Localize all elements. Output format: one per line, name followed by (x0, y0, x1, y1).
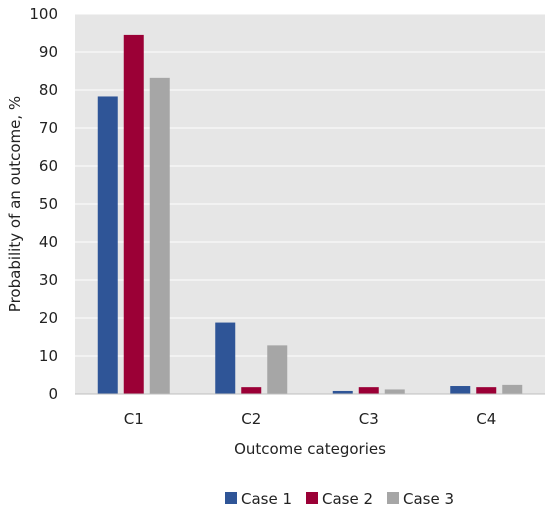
x-tick-label: C3 (359, 410, 379, 428)
y-tick-label: 100 (29, 5, 58, 23)
legend-swatch-series-1 (225, 492, 237, 504)
y-tick-label: 50 (39, 195, 58, 213)
y-tick-label: 70 (39, 119, 58, 137)
legend-swatch-series-2 (306, 492, 318, 504)
y-axis-title: Probability of an outcome, % (6, 96, 24, 312)
legend-swatch-series-3 (387, 492, 399, 504)
legend-label: Case 1 (241, 490, 292, 508)
y-tick-label: 60 (39, 157, 58, 175)
bar-C4-series-1 (450, 386, 471, 394)
y-tick-label: 0 (48, 385, 58, 403)
x-tick-label: C4 (476, 410, 496, 428)
x-axis-ticks: C1 C2 C3 C4 (124, 410, 497, 428)
bar-C3-series-2 (358, 387, 379, 394)
bar-C4-series-3 (502, 384, 523, 394)
bar-C1-series-2 (123, 34, 144, 395)
bar-C4-series-2 (476, 387, 497, 394)
y-axis-ticks: 0 10 20 30 40 50 60 70 80 90 100 (29, 5, 58, 403)
legend-label: Case 3 (403, 490, 454, 508)
bar-C3-series-1 (332, 390, 353, 394)
x-axis-title: Outcome categories (234, 440, 386, 458)
y-tick-label: 80 (39, 81, 58, 99)
bar-C2-series-3 (267, 345, 288, 394)
y-tick-label: 10 (39, 347, 58, 365)
bar-C2-series-2 (241, 387, 262, 394)
bar-C1-series-3 (149, 77, 170, 394)
bars (97, 34, 523, 395)
bar-C3-series-3 (384, 389, 405, 394)
y-tick-label: 20 (39, 309, 58, 327)
legend: Case 1 Case 2 Case 3 (225, 490, 454, 508)
y-tick-label: 30 (39, 271, 58, 289)
x-tick-label: C1 (124, 410, 144, 428)
legend-label: Case 2 (322, 490, 373, 508)
bar-C1-series-1 (97, 96, 118, 395)
y-tick-label: 40 (39, 233, 58, 251)
x-tick-label: C2 (241, 410, 261, 428)
bar-C2-series-1 (215, 322, 236, 394)
y-tick-label: 90 (39, 43, 58, 61)
